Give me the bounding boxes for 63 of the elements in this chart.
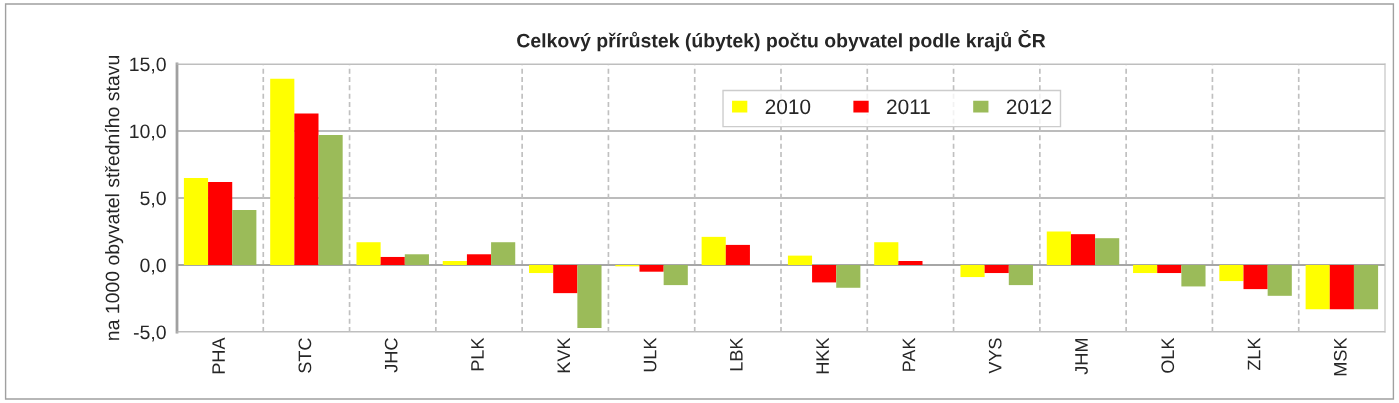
bar [639, 265, 664, 272]
x-tick-label: VYS [988, 338, 1002, 374]
bar [701, 236, 726, 265]
bar [1219, 265, 1244, 282]
bar [1008, 265, 1033, 286]
bar [1095, 238, 1120, 265]
x-tick-label: JHM [1075, 339, 1088, 375]
bar [553, 265, 578, 294]
legend-label: 2011 [887, 99, 930, 115]
bar [294, 113, 319, 265]
bar [898, 260, 923, 265]
bar [529, 265, 554, 274]
legend-label: 2012 [1006, 99, 1052, 115]
bar [1267, 265, 1292, 296]
bar [1305, 265, 1330, 310]
bar [380, 256, 405, 265]
bar [1070, 234, 1096, 265]
bar [1157, 265, 1182, 274]
bar [1329, 265, 1354, 310]
bar [787, 255, 813, 265]
bar [1133, 265, 1158, 274]
bar [663, 265, 688, 286]
bar [960, 265, 985, 278]
x-tick-label: PHA [212, 337, 225, 374]
bar [356, 242, 381, 265]
bar [836, 265, 861, 288]
y-tick-label: 0,0 [140, 258, 166, 275]
y-tick-label: 10,0 [130, 124, 166, 141]
bar [874, 242, 899, 265]
x-tick-label: HKK [816, 337, 829, 374]
x-tick-label: ZLK [1247, 337, 1261, 371]
x-tick-label: STC [298, 338, 312, 373]
y-tick-label: -5,0 [133, 325, 166, 342]
bar [491, 242, 516, 265]
bar [984, 265, 1009, 274]
bar [208, 181, 233, 265]
x-tick-label: OLK [1161, 337, 1175, 373]
bar [725, 244, 750, 265]
bar [318, 135, 343, 265]
bar [404, 254, 429, 265]
bar [1181, 265, 1206, 287]
x-tick-label: PAK [902, 337, 916, 371]
bar [1243, 265, 1268, 290]
y-axis-title: na 1000 obyvatel středního stavu [104, 56, 124, 340]
x-tick-label: PLK [471, 337, 484, 371]
chart-title: Celkový přírůstek (úbytek) počtu obyvatel podle krajů ČR [517, 29, 1046, 52]
bar [1353, 265, 1379, 310]
x-tick-label: KVK [557, 337, 570, 373]
bar [442, 260, 467, 265]
legend-label: 2010 [765, 99, 811, 115]
x-tick-label: JHC [384, 338, 398, 373]
y-tick-label: 15,0 [130, 57, 166, 74]
bar [270, 78, 295, 265]
y-tick-label: 5,0 [140, 191, 166, 208]
bar [466, 254, 492, 265]
bar [232, 210, 257, 265]
bar [183, 177, 209, 265]
x-tick-label: MSK [1333, 337, 1347, 376]
bar [812, 265, 837, 283]
bar [577, 265, 602, 328]
bar [1046, 231, 1071, 265]
x-tick-label: ULK [643, 337, 657, 372]
x-tick-label: LBK [730, 337, 743, 371]
